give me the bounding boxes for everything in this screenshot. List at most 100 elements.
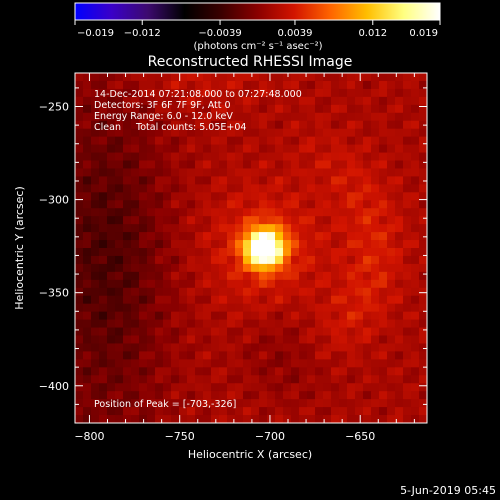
- heatmap-pixel: [419, 255, 427, 265]
- heatmap-pixel: [187, 335, 196, 345]
- heatmap-pixel: [275, 391, 284, 400]
- heatmap-pixel: [299, 216, 308, 225]
- heatmap-pixel: [155, 240, 164, 249]
- heatmap-pixel: [379, 73, 388, 82]
- heatmap-pixel: [315, 192, 324, 201]
- heatmap-pixel: [187, 343, 196, 352]
- heatmap-pixel: [291, 319, 300, 329]
- heatmap-pixel: [411, 192, 420, 201]
- heatmap-pixel: [195, 263, 204, 273]
- heatmap-pixel: [355, 192, 364, 201]
- heatmap-pixel: [195, 295, 204, 305]
- heatmap-pixel: [315, 287, 324, 297]
- heatmap-pixel: [339, 160, 348, 170]
- heatmap-pixel: [315, 176, 324, 185]
- heatmap-pixel: [219, 80, 228, 90]
- heatmap-pixel: [371, 391, 380, 400]
- heatmap-pixel: [75, 335, 84, 345]
- heatmap-pixel: [259, 88, 268, 98]
- heatmap-pixel: [395, 104, 404, 114]
- heatmap-pixel: [419, 415, 427, 423]
- heatmap-pixel: [387, 128, 396, 138]
- heatmap-pixel: [315, 128, 324, 138]
- heatmap-pixel: [379, 415, 388, 423]
- heatmap-pixel: [195, 255, 204, 265]
- heatmap-pixel: [99, 303, 108, 313]
- heatmap-pixel: [187, 88, 196, 98]
- heatmap-pixel: [235, 287, 244, 297]
- heatmap-pixel: [171, 224, 180, 233]
- heatmap-pixel: [299, 192, 308, 201]
- heatmap-pixel: [315, 184, 324, 193]
- heatmap-pixel: [331, 359, 340, 368]
- heatmap-pixel: [179, 144, 188, 154]
- heatmap-pixel: [243, 216, 252, 225]
- heatmap-pixel: [139, 232, 148, 241]
- heatmap-pixel: [115, 96, 124, 106]
- heatmap-pixel: [131, 311, 140, 321]
- heatmap-pixel: [323, 80, 332, 90]
- heatmap-pixel: [131, 192, 140, 201]
- heatmap-pixel: [355, 104, 364, 114]
- heatmap-pixel: [219, 160, 228, 170]
- heatmap-pixel: [99, 73, 108, 82]
- heatmap-pixel: [347, 176, 356, 185]
- heatmap-pixel: [131, 176, 140, 185]
- heatmap-pixel: [139, 73, 148, 82]
- heatmap-pixel: [331, 144, 340, 154]
- heatmap-pixel: [347, 200, 356, 209]
- heatmap-pixel: [283, 391, 292, 400]
- heatmap-pixel: [83, 200, 92, 209]
- heatmap-pixel: [171, 144, 180, 154]
- heatmap-pixel: [307, 287, 316, 297]
- heatmap-pixel: [331, 232, 340, 241]
- heatmap-pixel: [123, 399, 132, 408]
- heatmap-pixel: [123, 160, 132, 170]
- heatmap-pixel: [179, 168, 188, 177]
- heatmap-pixel: [163, 271, 172, 281]
- heatmap-pixel: [331, 80, 340, 90]
- heatmap-pixel: [387, 224, 396, 233]
- heatmap-pixel: [139, 144, 148, 154]
- heatmap-pixel: [211, 383, 220, 392]
- heatmap-pixel: [155, 287, 164, 297]
- heatmap-pixel: [115, 73, 124, 82]
- heatmap-pixel: [411, 224, 420, 233]
- heatmap-pixel: [75, 168, 84, 177]
- heatmap-pixel: [355, 208, 364, 217]
- heatmap-pixel: [107, 383, 116, 392]
- heatmap-pixel: [307, 128, 316, 138]
- heatmap-pixel: [219, 287, 228, 297]
- heatmap-pixel: [155, 184, 164, 193]
- heatmap-pixel: [395, 232, 404, 241]
- heatmap-pixel: [275, 248, 284, 257]
- heatmap-pixel: [227, 367, 236, 376]
- heatmap-pixel: [387, 407, 396, 416]
- heatmap-pixel: [131, 128, 140, 138]
- heatmap-pixel: [163, 168, 172, 177]
- heatmap-pixel: [155, 359, 164, 368]
- heatmap-pixel: [347, 80, 356, 90]
- heatmap-pixel: [267, 367, 276, 376]
- heatmap-pixel: [411, 152, 420, 162]
- heatmap-pixel: [347, 208, 356, 217]
- heatmap-pixel: [243, 407, 252, 416]
- heatmap-pixel: [331, 112, 340, 122]
- heatmap-pixel: [115, 128, 124, 138]
- heatmap-pixel: [195, 96, 204, 106]
- heatmap-pixel: [147, 375, 156, 384]
- heatmap-pixel: [403, 216, 412, 225]
- heatmap-pixel: [131, 287, 140, 297]
- heatmap-pixel: [347, 311, 356, 321]
- heatmap-pixel: [131, 399, 140, 408]
- heatmap-pixel: [203, 144, 212, 154]
- heatmap-pixel: [259, 407, 268, 416]
- heatmap-pixel: [219, 383, 228, 392]
- heatmap-pixel: [147, 279, 156, 289]
- heatmap-pixel: [379, 303, 388, 313]
- heatmap-pixel: [323, 152, 332, 162]
- heatmap-pixel: [179, 224, 188, 233]
- heatmap-pixel: [99, 176, 108, 185]
- heatmap-pixel: [147, 351, 156, 360]
- heatmap-pixel: [163, 73, 172, 82]
